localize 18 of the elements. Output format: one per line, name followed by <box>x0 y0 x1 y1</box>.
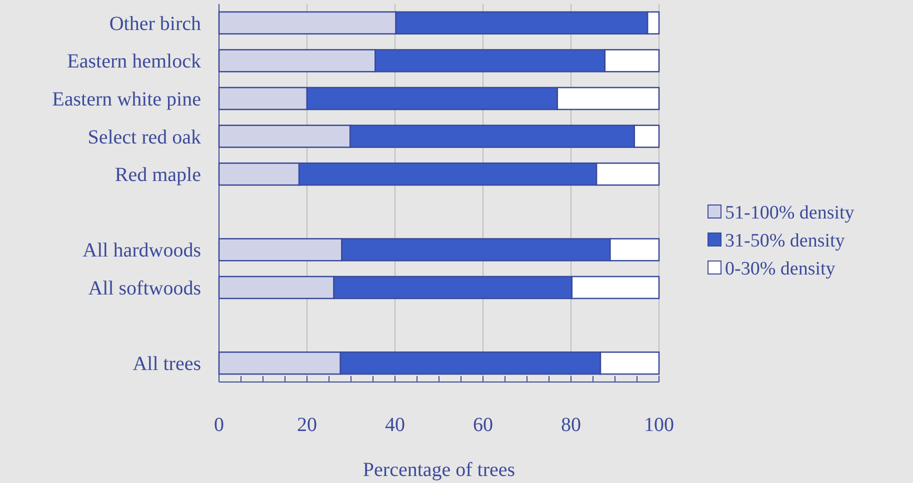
legend-label: 51-100% density <box>725 202 855 224</box>
x-axis-title: Percentage of trees <box>362 459 516 481</box>
y-tick-label: Other birch <box>109 12 201 35</box>
x-tick-label: 0 <box>214 414 224 436</box>
y-tick-label: Red maple <box>114 164 202 186</box>
legend-label: 0-30% density <box>725 258 836 280</box>
x-tick-label: 80 <box>561 414 581 436</box>
x-tick-label: 60 <box>473 414 493 436</box>
legend-label: 31-50% density <box>725 230 846 252</box>
y-tick-label: Select red oak <box>88 126 201 148</box>
y-tick-label: Eastern white pine <box>52 88 202 110</box>
x-tick-label: 20 <box>297 414 317 436</box>
y-tick-label: All softwoods <box>88 278 202 300</box>
y-tick-label: Eastern hemlock <box>67 50 201 73</box>
x-tick-label: 40 <box>385 414 405 436</box>
y-tick-label: All hardwoods <box>82 240 202 262</box>
y-tick-label: All trees <box>132 353 202 376</box>
x-tick-label: 100 <box>644 414 674 436</box>
